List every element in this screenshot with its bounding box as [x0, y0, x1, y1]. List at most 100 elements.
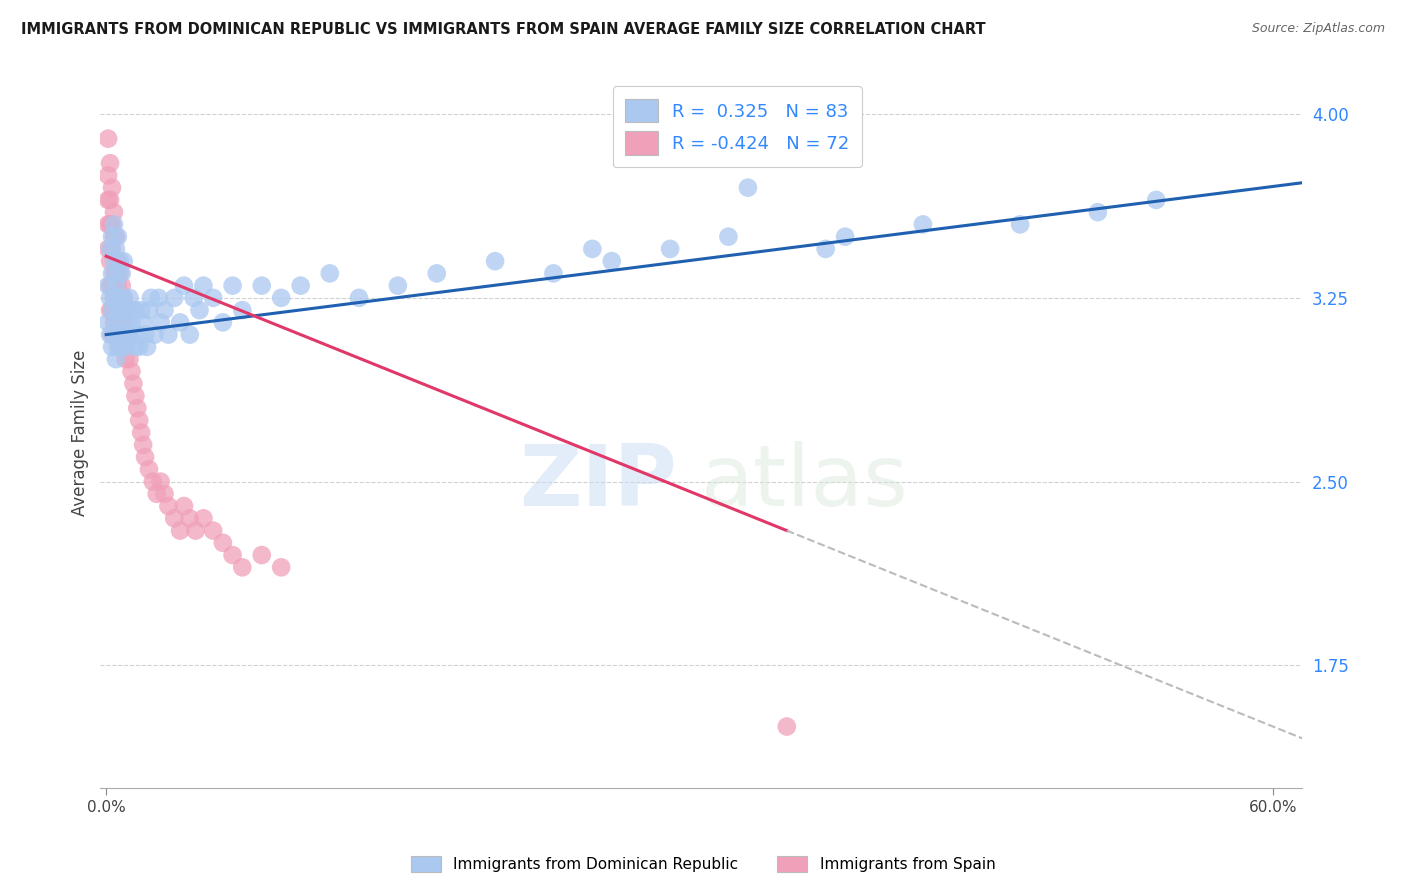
Point: [114, 303, 136, 318]
Point: [97, 169, 120, 183]
Point: [112, 327, 135, 342]
Point: [112, 340, 135, 354]
Point: [101, 303, 124, 318]
Point: [149, 315, 172, 329]
Point: [97, 278, 120, 293]
Point: [111, 266, 134, 280]
Point: [98, 254, 121, 268]
Point: [107, 266, 129, 280]
Point: [153, 303, 176, 318]
Point: [104, 278, 127, 293]
Point: [136, 340, 159, 354]
Point: [659, 242, 682, 256]
Point: [107, 229, 129, 244]
Point: [157, 499, 180, 513]
Point: [250, 548, 273, 562]
Point: [121, 315, 143, 329]
Point: [104, 315, 127, 329]
Point: [108, 327, 131, 342]
Point: [250, 278, 273, 293]
Point: [111, 340, 134, 354]
Point: [231, 303, 253, 318]
Point: [270, 560, 292, 574]
Point: [387, 278, 409, 293]
Point: [98, 303, 121, 318]
Point: [111, 278, 134, 293]
Point: [129, 425, 152, 440]
Text: Source: ZipAtlas.com: Source: ZipAtlas.com: [1251, 22, 1385, 36]
Point: [737, 180, 759, 194]
Point: [122, 376, 145, 391]
Point: [128, 413, 150, 427]
Point: [117, 315, 139, 329]
Point: [179, 327, 201, 342]
Point: [104, 315, 127, 329]
Point: [148, 291, 170, 305]
Point: [98, 218, 121, 232]
Point: [108, 340, 131, 354]
Point: [114, 327, 136, 342]
Point: [97, 242, 120, 256]
Point: [717, 229, 740, 244]
Point: [124, 340, 146, 354]
Point: [107, 340, 129, 354]
Point: [98, 156, 121, 170]
Point: [114, 340, 136, 354]
Point: [290, 278, 312, 293]
Point: [122, 303, 145, 318]
Point: [101, 218, 124, 232]
Point: [103, 291, 125, 305]
Point: [221, 278, 243, 293]
Point: [104, 229, 127, 244]
Text: atlas: atlas: [702, 441, 910, 524]
Point: [212, 536, 235, 550]
Point: [98, 193, 121, 207]
Point: [107, 254, 129, 268]
Point: [97, 193, 120, 207]
Text: IMMIGRANTS FROM DOMINICAN REPUBLIC VS IMMIGRANTS FROM SPAIN AVERAGE FAMILY SIZE : IMMIGRANTS FROM DOMINICAN REPUBLIC VS IM…: [21, 22, 986, 37]
Point: [112, 291, 135, 305]
Point: [117, 327, 139, 342]
Point: [134, 450, 156, 464]
Point: [179, 511, 201, 525]
Point: [101, 278, 124, 293]
Point: [153, 487, 176, 501]
Point: [103, 205, 125, 219]
Point: [103, 315, 125, 329]
Point: [101, 340, 124, 354]
Point: [184, 524, 207, 538]
Point: [104, 291, 127, 305]
Point: [108, 291, 131, 305]
Point: [132, 315, 155, 329]
Point: [104, 242, 127, 256]
Point: [911, 218, 934, 232]
Point: [108, 291, 131, 305]
Point: [101, 303, 124, 318]
Point: [101, 327, 124, 342]
Point: [101, 266, 124, 280]
Point: [98, 278, 121, 293]
Point: [108, 254, 131, 268]
Point: [104, 352, 127, 367]
Point: [834, 229, 856, 244]
Y-axis label: Average Family Size: Average Family Size: [72, 350, 89, 516]
Point: [319, 266, 342, 280]
Point: [814, 242, 837, 256]
Point: [138, 303, 160, 318]
Point: [129, 303, 152, 318]
Point: [581, 242, 603, 256]
Point: [114, 352, 136, 367]
Point: [103, 327, 125, 342]
Point: [139, 291, 162, 305]
Point: [142, 475, 165, 489]
Point: [149, 475, 172, 489]
Point: [484, 254, 506, 268]
Point: [97, 218, 120, 232]
Point: [118, 327, 141, 342]
Point: [169, 315, 191, 329]
Point: [193, 278, 215, 293]
Point: [231, 560, 253, 574]
Point: [1087, 205, 1109, 219]
Point: [1144, 193, 1167, 207]
Point: [221, 548, 243, 562]
